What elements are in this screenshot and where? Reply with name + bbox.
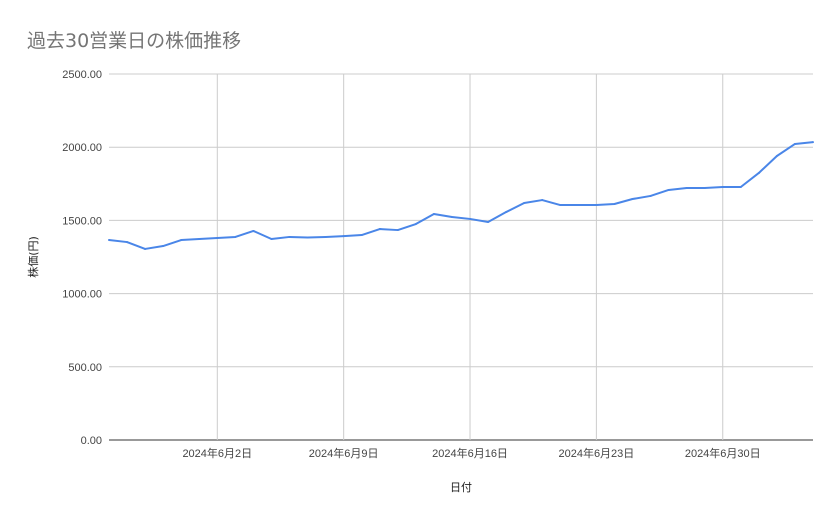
data-point [703,187,706,190]
data-point [432,212,435,215]
data-point [595,204,598,207]
x-axis-label: 日付 [450,481,472,494]
data-point [126,241,129,244]
data-point [144,247,147,250]
data-point [360,234,363,237]
y-axis-label: 株価(円) [26,236,40,278]
price-line [108,141,814,250]
data-point [721,186,724,189]
data-point [324,235,327,238]
data-point [793,142,796,145]
data-point [613,203,616,206]
x-tick-label: 2024年6月9日 [309,446,379,460]
x-tick-label: 2024年6月16日 [432,446,508,460]
data-point [739,186,742,189]
data-point [306,236,309,239]
y-tick-label: 2500.00 [62,69,102,81]
data-point [342,235,345,238]
data-point [108,239,110,242]
y-tick-label: 0.00 [81,435,102,447]
y-tick-label: 2000.00 [62,142,102,154]
data-point [685,187,688,190]
data-point [469,217,472,220]
y-tick-label: 500.00 [68,362,102,374]
data-point [216,236,219,239]
y-tick-label: 1500.00 [62,215,102,227]
data-point [631,198,634,201]
data-point [198,237,201,240]
data-point [378,228,381,231]
x-tick-label: 2024年6月23日 [558,446,634,460]
data-point [414,223,417,226]
data-point [649,194,652,197]
data-point [270,237,273,240]
data-point [757,171,760,174]
data-point [180,239,183,242]
data-point [559,204,562,207]
data-point [523,201,526,204]
data-point [775,154,778,157]
data-point [541,199,544,202]
data-point [505,211,508,214]
data-point [162,245,165,248]
y-tick-label: 1000.00 [62,289,102,301]
data-point [487,221,490,224]
data-point [577,204,580,207]
chart-title: 過去30営業日の株価推移 [27,30,242,52]
data-point [450,216,453,219]
x-tick-label: 2024年6月30日 [685,446,761,460]
data-point [396,229,399,232]
data-point [812,141,814,144]
data-point [252,229,255,232]
data-point [288,235,291,238]
data-point [234,235,237,238]
x-tick-label: 2024年6月2日 [182,446,252,460]
data-point [667,188,670,191]
